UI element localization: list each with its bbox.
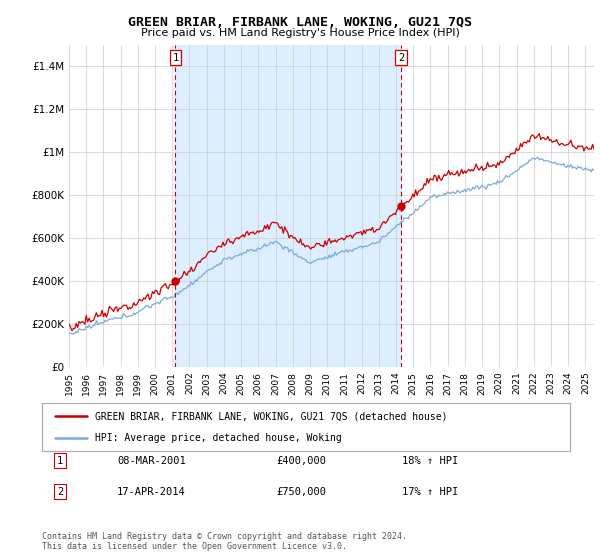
Text: This data is licensed under the Open Government Licence v3.0.: This data is licensed under the Open Gov…: [42, 542, 347, 551]
Text: 08-MAR-2001: 08-MAR-2001: [117, 456, 186, 466]
Text: £400,000: £400,000: [276, 456, 326, 466]
Text: Contains HM Land Registry data © Crown copyright and database right 2024.: Contains HM Land Registry data © Crown c…: [42, 532, 407, 541]
Text: 2: 2: [398, 53, 404, 63]
Text: 18% ↑ HPI: 18% ↑ HPI: [402, 456, 458, 466]
Text: 1: 1: [57, 456, 63, 466]
Text: GREEN BRIAR, FIRBANK LANE, WOKING, GU21 7QS: GREEN BRIAR, FIRBANK LANE, WOKING, GU21 …: [128, 16, 472, 29]
Text: 17-APR-2014: 17-APR-2014: [117, 487, 186, 497]
Text: Price paid vs. HM Land Registry's House Price Index (HPI): Price paid vs. HM Land Registry's House …: [140, 28, 460, 38]
Text: HPI: Average price, detached house, Woking: HPI: Average price, detached house, Woki…: [95, 433, 341, 443]
Text: 2: 2: [57, 487, 63, 497]
Text: £750,000: £750,000: [276, 487, 326, 497]
Text: GREEN BRIAR, FIRBANK LANE, WOKING, GU21 7QS (detached house): GREEN BRIAR, FIRBANK LANE, WOKING, GU21 …: [95, 411, 448, 421]
Bar: [175, 45, 401, 367]
Text: 17% ↑ HPI: 17% ↑ HPI: [402, 487, 458, 497]
Text: 1: 1: [172, 53, 179, 63]
